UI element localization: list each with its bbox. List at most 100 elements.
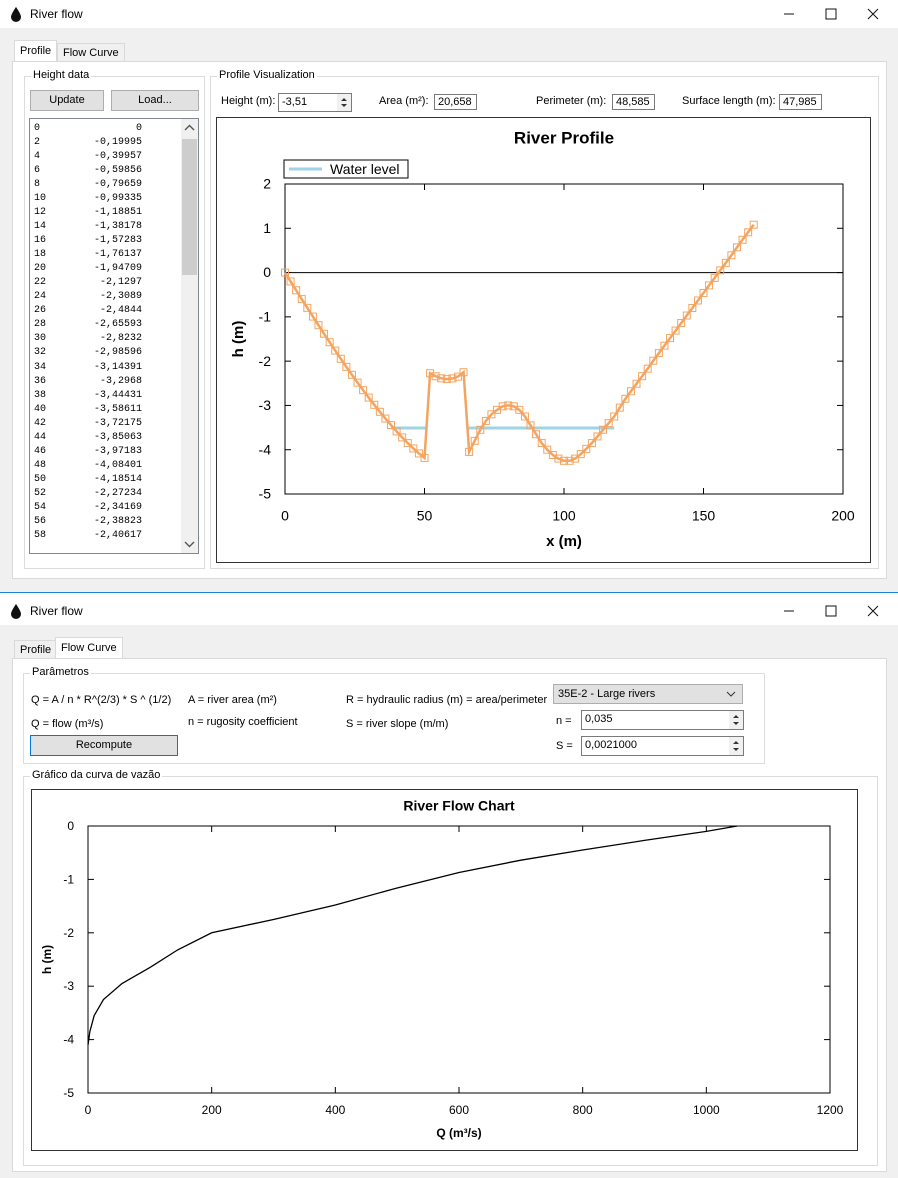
list-h: -2,8232 (99, 333, 142, 345)
list-x: 58 (34, 529, 47, 541)
list-x: 2 (34, 137, 41, 149)
list-x: 4 (34, 151, 41, 163)
button[interactable]: Load... (111, 90, 199, 111)
list-row: 14 -1,38178 (34, 221, 184, 233)
group-label: Parâmetros (30, 666, 91, 678)
marker (487, 410, 496, 419)
marker (699, 288, 708, 297)
marker (481, 416, 490, 425)
marker (621, 394, 630, 403)
scroll-down[interactable] (184, 540, 195, 548)
list-h: -0,19995 (93, 137, 142, 149)
list-x: 28 (34, 319, 47, 331)
window-controls[interactable] (770, 597, 898, 625)
y-tick-label: -5 (259, 486, 272, 502)
height-list[interactable]: 0 0 2 -0,19995 4 -0,39957 6 -0,59856 8 -0,79659 10… (29, 118, 199, 554)
marker (414, 449, 423, 458)
value: 48,585 (616, 96, 650, 108)
tab[interactable]: Profile (14, 640, 58, 659)
marker (532, 430, 541, 439)
scroll-thumb[interactable] (182, 139, 197, 275)
list-row: 8 -0,79659 (34, 179, 184, 191)
list-x: 44 (34, 431, 47, 443)
tab[interactable]: Flow Curve (57, 43, 125, 62)
list-row: 34 -3,14391 (34, 362, 184, 374)
list-x: 34 (34, 361, 47, 373)
chart: River Flow Chart Q (m³/s) h (m) 0 200 400 600 8… (31, 789, 858, 1151)
list-row: 2 -0,19995 (34, 137, 184, 149)
spinner[interactable] (337, 94, 351, 111)
marker (364, 393, 373, 402)
formula: Q = A / n * R^(2/3) * S ^ (1/2) (31, 694, 172, 706)
marker (453, 372, 462, 381)
marker (693, 296, 702, 305)
spinner[interactable] (729, 737, 743, 755)
group-label: Gráfico da curva de vazão (30, 769, 163, 781)
y-tick-label: -2 (63, 926, 74, 940)
list-x: 42 (34, 417, 47, 429)
marker (626, 387, 635, 396)
list-h: -2,40617 (93, 529, 142, 541)
marker (442, 375, 451, 384)
marker (688, 304, 697, 312)
list-h: -2,38823 (93, 515, 142, 527)
dropdown[interactable]: 35E-2 - Large rivers (553, 684, 743, 704)
list-row: 50 -4,18514 (34, 474, 184, 486)
list-x: 56 (34, 515, 47, 527)
list-row: 38 -3,44431 (34, 390, 184, 402)
marker (331, 346, 340, 355)
label: Area (m²): (379, 95, 429, 107)
list-h: -3,2968 (99, 375, 142, 387)
marker (359, 386, 368, 395)
scroll-up[interactable] (184, 124, 195, 132)
y-axis-label: h (m) (230, 321, 247, 358)
list-row: 22 -2,1297 (34, 277, 184, 289)
marker (565, 456, 574, 465)
marker (314, 321, 323, 330)
marker (398, 433, 407, 442)
window-title: River flow (30, 604, 83, 618)
list-x: 50 (34, 473, 47, 485)
y-tick-label: -2 (259, 353, 272, 369)
title-bar: River flow (0, 597, 898, 625)
button[interactable]: Update (30, 90, 104, 111)
list-row: 26 -2,4844 (34, 305, 184, 317)
tab[interactable]: Profile (14, 40, 58, 62)
list-row: 36 -3,2968 (34, 376, 184, 388)
chart: River Profile x (m) h (m) 0 50 100 150 200 -5 -4 -… (216, 117, 871, 563)
height-input[interactable]: -3,51 (278, 93, 352, 112)
y-tick-label: -5 (63, 1086, 74, 1100)
series-line (283, 223, 755, 463)
y-axis-label: h (m) (40, 945, 54, 974)
spinner[interactable] (729, 711, 743, 729)
s-input[interactable]: 0,0021000 (581, 736, 744, 756)
marker (543, 445, 552, 454)
list-h: -0,39957 (93, 151, 142, 163)
list-h: -2,4844 (99, 305, 142, 317)
list-h: -1,57283 (93, 235, 142, 247)
marker (370, 400, 379, 409)
marker (732, 243, 741, 252)
window-controls[interactable] (770, 0, 898, 28)
n-input[interactable]: 0,035 (581, 710, 744, 730)
label: Surface length (m): (682, 95, 776, 107)
list-h: -3,97183 (93, 445, 142, 457)
group: Profile Visualization (210, 69, 879, 569)
button[interactable]: Recompute (30, 735, 178, 756)
y-tick-label: -1 (63, 872, 74, 886)
list-h: -0,99335 (93, 193, 142, 205)
list-row: 6 -0,59856 (34, 165, 184, 177)
list-h: -3,44431 (93, 389, 142, 401)
y-tick-label: -4 (259, 441, 272, 457)
label: Perimeter (m): (536, 95, 607, 107)
marker (638, 372, 647, 381)
x-tick-label: 1000 (693, 1103, 720, 1117)
list-x: 30 (34, 333, 47, 345)
tab[interactable]: Flow Curve (55, 637, 123, 659)
scrollbar[interactable] (181, 119, 198, 553)
marker (403, 439, 412, 448)
value-box: 48,585 (612, 94, 655, 110)
marker (281, 268, 289, 277)
marker (387, 421, 396, 430)
